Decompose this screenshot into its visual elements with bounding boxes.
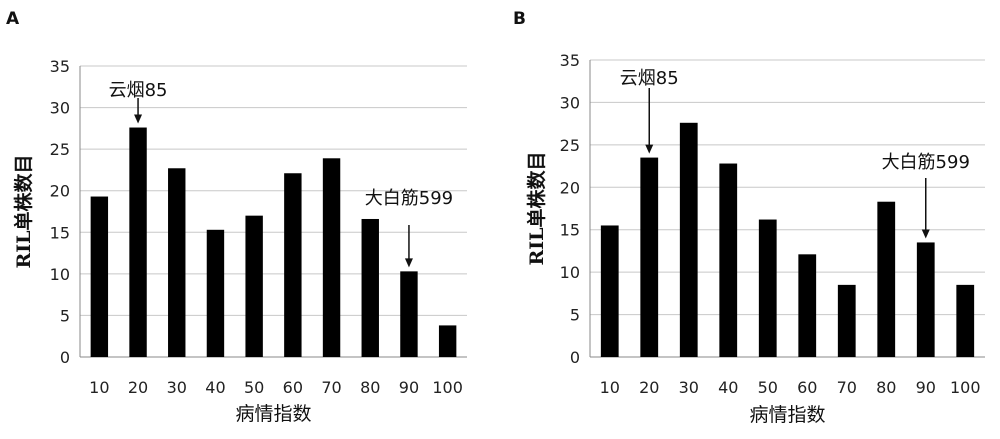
- bar: [438, 325, 457, 357]
- bar: [90, 196, 109, 357]
- x-axis-label: 病情指数: [749, 404, 825, 426]
- annotation-label: 大白筋599: [365, 188, 453, 209]
- annotation-arrowhead: [645, 144, 654, 154]
- y-tick-label: 30: [560, 93, 580, 112]
- bar: [129, 127, 147, 357]
- y-tick-label: 5: [60, 306, 70, 325]
- y-tick-label: 25: [560, 136, 580, 155]
- y-tick-label: 10: [50, 265, 70, 284]
- x-tick-label: 30: [167, 378, 187, 397]
- bar: [361, 218, 379, 357]
- x-tick-label: 60: [283, 378, 303, 397]
- bar: [916, 242, 935, 357]
- x-tick-label: 50: [244, 378, 264, 397]
- x-tick-label: 70: [837, 378, 857, 397]
- chart-panel-a: A 0 5 10 15 20 25 30 35 10 20 30 40 50 60 70 80 90 100 RIL单…: [6, 9, 467, 425]
- bar: [837, 284, 856, 357]
- x-tick-label: 100: [432, 378, 463, 397]
- bar: [284, 173, 302, 357]
- chart-panel-b: B 0 5 10 15 20 25 30 35 10 20 30 40 50 60 70 80 90 100 RIL单…: [513, 9, 985, 426]
- x-tick-label: 20: [128, 378, 148, 397]
- y-tick-label: 20: [560, 178, 580, 197]
- bar: [679, 122, 698, 358]
- y-axis-label: RIL单株数目: [525, 151, 548, 265]
- bar: [400, 271, 418, 357]
- x-tick-label: 80: [360, 378, 380, 397]
- bar: [758, 219, 777, 357]
- bar: [206, 229, 225, 357]
- y-tick-label: 35: [50, 57, 70, 76]
- y-tick-label: 0: [570, 348, 580, 367]
- x-tick-label: 60: [797, 378, 817, 397]
- annotation-label: 大白筋599: [882, 152, 970, 173]
- x-tick-label: 70: [321, 378, 341, 397]
- y-tick-label: 15: [50, 223, 70, 242]
- bar: [956, 284, 975, 357]
- x-tick-label: 90: [399, 378, 419, 397]
- y-tick-label: 20: [50, 182, 70, 201]
- x-tick-label: 40: [205, 378, 225, 397]
- bar: [600, 225, 619, 357]
- y-axis-label: RIL单株数目: [12, 154, 35, 268]
- x-tick-label: 40: [718, 378, 738, 397]
- y-tick-label: 5: [570, 306, 580, 325]
- annotation-arrowhead: [404, 258, 413, 268]
- annotation-label: 云烟85: [620, 68, 679, 89]
- panel-letter: A: [6, 9, 20, 29]
- bar: [168, 168, 186, 357]
- annotation-label: 云烟85: [109, 80, 168, 101]
- y-tick-label: 30: [50, 99, 70, 118]
- x-tick-label: 90: [916, 378, 936, 397]
- annotation-arrowhead: [134, 114, 143, 124]
- x-axis-label: 病情指数: [235, 403, 311, 425]
- x-tick-label: 10: [600, 378, 620, 397]
- bar: [798, 254, 817, 357]
- bar: [640, 157, 659, 357]
- y-tick-label: 10: [560, 263, 580, 282]
- panel-letter: B: [513, 9, 526, 29]
- x-tick-label: 50: [758, 378, 778, 397]
- x-tick-label: 100: [950, 378, 981, 397]
- bar: [877, 201, 896, 357]
- x-tick-label: 80: [876, 378, 896, 397]
- x-tick-label: 30: [679, 378, 699, 397]
- bar: [245, 215, 263, 357]
- y-tick-label: 25: [50, 140, 70, 159]
- bar: [322, 158, 341, 357]
- annotation-arrowhead: [921, 229, 930, 239]
- y-tick-label: 0: [60, 348, 70, 367]
- bar: [719, 163, 738, 357]
- y-tick-label: 35: [560, 51, 580, 70]
- x-tick-label: 10: [89, 378, 109, 397]
- y-tick-label: 15: [560, 221, 580, 240]
- x-tick-label: 20: [639, 378, 659, 397]
